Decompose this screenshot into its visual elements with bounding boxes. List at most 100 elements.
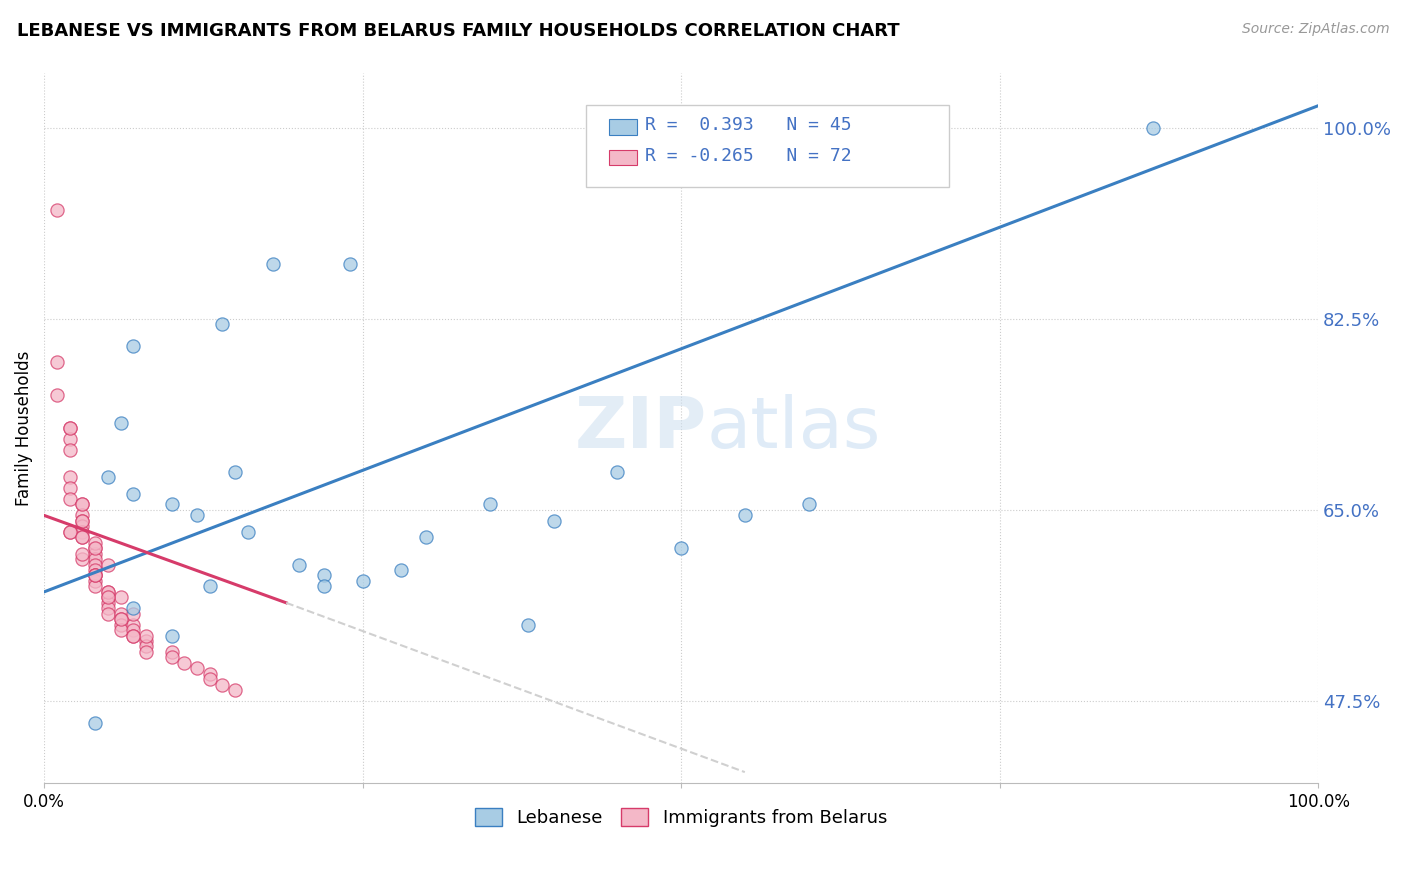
Point (122, 339, 145, 353)
Point (135, 629, 157, 643)
Point (45, 202, 67, 217)
Point (479, 809, 502, 823)
Point (479, 498, 502, 512)
FancyBboxPatch shape (609, 120, 637, 135)
Point (110, 612, 132, 626)
Point (479, 814, 502, 829)
Point (58, 470, 80, 484)
Point (84, 552, 107, 566)
Point (84, 568, 107, 582)
Point (389, 563, 412, 577)
Text: LEBANESE VS IMMIGRANTS FROM BELARUS FAMILY HOUSEHOLDS CORRELATION CHART: LEBANESE VS IMMIGRANTS FROM BELARUS FAMI… (17, 22, 900, 40)
Point (314, 568, 336, 582)
Point (160, 498, 183, 512)
Point (135, 634, 157, 648)
Point (97, 591, 120, 605)
Point (84, 568, 107, 582)
Point (186, 508, 208, 523)
Point (97, 585, 120, 599)
Point (122, 629, 145, 643)
Point (122, 623, 145, 637)
Point (72, 530, 94, 544)
Point (211, 678, 233, 692)
Point (160, 645, 183, 659)
Point (122, 486, 145, 500)
Point (339, 257, 361, 271)
Text: R =  0.393   N = 45: R = 0.393 N = 45 (645, 116, 852, 134)
Point (84, 715, 107, 730)
Point (97, 601, 120, 615)
Point (45, 388, 67, 402)
Point (84, 547, 107, 561)
Point (110, 416, 132, 430)
Point (97, 607, 120, 621)
FancyBboxPatch shape (585, 105, 949, 186)
Point (72, 547, 94, 561)
Point (84, 803, 107, 817)
Point (1142, 120, 1164, 135)
Point (797, 498, 820, 512)
Point (415, 530, 437, 544)
Point (186, 661, 208, 675)
Point (211, 317, 233, 331)
Point (110, 617, 132, 632)
Point (352, 574, 374, 588)
Point (58, 421, 80, 435)
Point (72, 524, 94, 539)
Text: ZIP: ZIP (575, 393, 707, 463)
Point (262, 257, 284, 271)
Point (72, 809, 94, 823)
Point (224, 683, 246, 698)
Point (97, 585, 120, 599)
Point (110, 591, 132, 605)
Point (84, 579, 107, 593)
Point (110, 607, 132, 621)
Point (72, 552, 94, 566)
Point (122, 601, 145, 615)
Point (97, 470, 120, 484)
Point (97, 558, 120, 572)
Point (669, 541, 692, 556)
FancyBboxPatch shape (609, 150, 637, 165)
Point (84, 541, 107, 556)
Point (224, 465, 246, 479)
Point (72, 514, 94, 528)
Point (122, 617, 145, 632)
Point (84, 568, 107, 582)
Point (110, 612, 132, 626)
Point (122, 629, 145, 643)
Point (72, 519, 94, 533)
Point (288, 558, 311, 572)
Point (58, 814, 80, 829)
Point (236, 524, 259, 539)
Point (734, 508, 756, 523)
Point (72, 508, 94, 523)
Point (84, 558, 107, 572)
Point (58, 421, 80, 435)
Point (72, 498, 94, 512)
Point (58, 432, 80, 446)
Text: atlas: atlas (707, 393, 882, 463)
Point (58, 524, 80, 539)
Point (314, 579, 336, 593)
Point (45, 355, 67, 369)
Point (110, 623, 132, 637)
Point (198, 579, 221, 593)
Point (58, 524, 80, 539)
Legend: Lebanese, Immigrants from Belarus: Lebanese, Immigrants from Belarus (468, 801, 894, 834)
Point (72, 530, 94, 544)
Text: Source: ZipAtlas.com: Source: ZipAtlas.com (1241, 22, 1389, 37)
Y-axis label: Family Households: Family Households (15, 351, 32, 506)
Point (135, 645, 157, 659)
Point (84, 535, 107, 549)
Point (84, 541, 107, 556)
Point (84, 574, 107, 588)
Point (97, 596, 120, 610)
Point (72, 514, 94, 528)
Point (72, 498, 94, 512)
Point (135, 640, 157, 654)
Point (58, 442, 80, 457)
Point (45, 820, 67, 834)
Point (58, 481, 80, 495)
Point (160, 629, 183, 643)
